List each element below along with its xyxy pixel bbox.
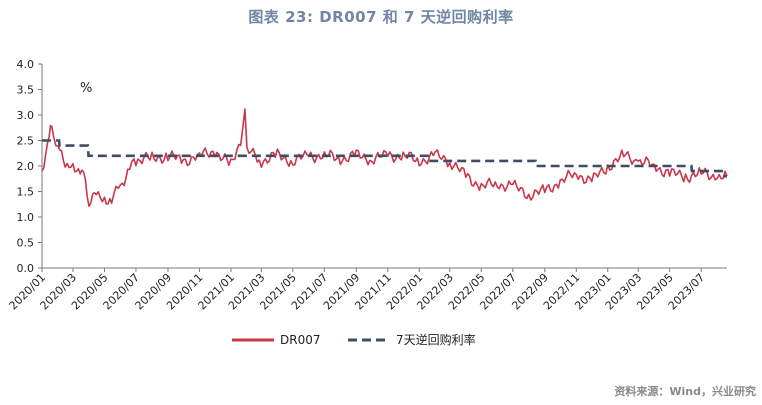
y-tick-label: 3.0 — [17, 109, 35, 122]
legend-label: DR007 — [280, 333, 320, 347]
y-tick-label: 2.5 — [17, 135, 35, 148]
source-note: 资料来源：Wind，兴业研究 — [614, 385, 756, 398]
y-tick-label: 1.0 — [17, 211, 35, 224]
series-line-reverse-repo — [42, 139, 727, 178]
y-tick-label: 2.0 — [17, 160, 35, 173]
legend-label: 7天逆回购利率 — [396, 332, 476, 347]
chart-title: 图表 23: DR007 和 7 天逆回购利率 — [248, 8, 514, 26]
unit-label: % — [80, 81, 92, 96]
y-tick-label: 1.5 — [17, 186, 35, 199]
series-line-dr007 — [41, 108, 728, 207]
series-layer — [41, 108, 728, 207]
y-tick-label: 3.5 — [17, 84, 35, 97]
y-tick-label: 4.0 — [17, 58, 35, 71]
legend: DR007 7天逆回购利率 — [232, 332, 476, 347]
axes-layer: 0.00.51.01.52.02.53.03.54.02020/012020/0… — [7, 58, 727, 312]
y-tick-label: 0.0 — [17, 262, 35, 275]
y-tick-label: 0.5 — [17, 237, 35, 250]
